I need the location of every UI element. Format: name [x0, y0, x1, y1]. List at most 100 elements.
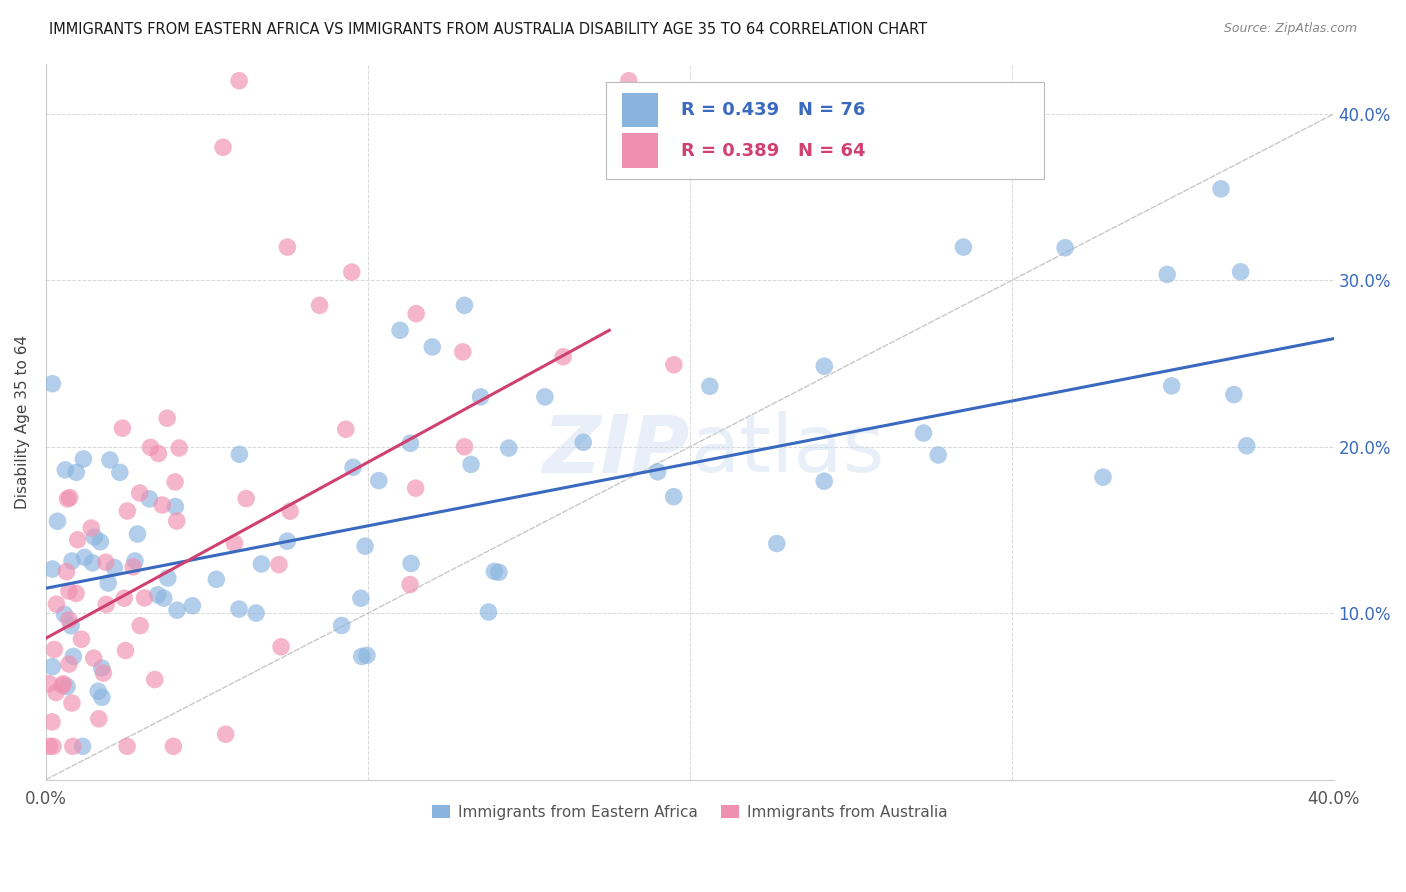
Point — [96, 598, 118, 612]
Point — [122, 560, 145, 574]
Point — [1156, 268, 1178, 282]
Point — [235, 491, 257, 506]
Point — [350, 591, 373, 606]
Point — [139, 441, 162, 455]
Point — [215, 727, 238, 741]
Point — [60, 554, 83, 568]
Bar — [621, 93, 658, 127]
Point — [87, 712, 110, 726]
Point — [420, 340, 443, 354]
Point — [46, 514, 69, 528]
Point — [94, 555, 117, 569]
Point — [342, 460, 364, 475]
Point — [617, 73, 640, 87]
Point — [58, 657, 80, 671]
Point — [146, 588, 169, 602]
Point — [1160, 379, 1182, 393]
Point — [340, 265, 363, 279]
Point — [250, 557, 273, 571]
Point — [56, 680, 79, 694]
Point — [52, 677, 75, 691]
Point — [82, 556, 104, 570]
Point — [143, 673, 166, 687]
Point — [399, 577, 422, 591]
Point — [662, 358, 685, 372]
Point — [765, 536, 787, 550]
Point — [162, 739, 184, 754]
Point — [278, 504, 301, 518]
Point — [276, 534, 298, 549]
Point — [62, 649, 84, 664]
Point — [83, 530, 105, 544]
Point — [66, 533, 89, 547]
Text: ZIP: ZIP — [543, 411, 690, 490]
Point — [350, 649, 373, 664]
Point — [212, 140, 235, 154]
Point — [70, 632, 93, 647]
Text: R = 0.389   N = 64: R = 0.389 N = 64 — [681, 142, 865, 160]
Point — [83, 651, 105, 665]
Point — [98, 453, 121, 467]
Point — [1209, 182, 1232, 196]
Point — [1092, 470, 1115, 484]
Point — [41, 562, 63, 576]
Point — [38, 676, 60, 690]
Point — [44, 642, 66, 657]
Point — [127, 527, 149, 541]
Point — [166, 603, 188, 617]
Point — [470, 390, 492, 404]
Point — [367, 474, 389, 488]
Point — [93, 666, 115, 681]
Point — [228, 73, 250, 87]
Point — [114, 643, 136, 657]
Point — [167, 441, 190, 455]
Text: atlas: atlas — [690, 411, 884, 490]
Point — [129, 618, 152, 632]
Point — [165, 475, 187, 489]
Point — [117, 504, 139, 518]
Point — [270, 640, 292, 654]
Point — [228, 447, 250, 461]
Point — [103, 560, 125, 574]
Point — [647, 465, 669, 479]
Legend: Immigrants from Eastern Africa, Immigrants from Australia: Immigrants from Eastern Africa, Immigran… — [426, 798, 953, 826]
Point — [62, 739, 84, 754]
Point — [453, 298, 475, 312]
Point — [112, 591, 135, 606]
Point — [90, 661, 112, 675]
Point — [330, 618, 353, 632]
Point — [1054, 241, 1077, 255]
Point — [56, 491, 79, 506]
Point — [111, 421, 134, 435]
Point — [89, 534, 111, 549]
Point — [51, 678, 73, 692]
Point — [91, 690, 114, 705]
FancyBboxPatch shape — [606, 82, 1043, 178]
Text: IMMIGRANTS FROM EASTERN AFRICA VS IMMIGRANTS FROM AUSTRALIA DISABILITY AGE 35 TO: IMMIGRANTS FROM EASTERN AFRICA VS IMMIGR… — [49, 22, 928, 37]
Point — [399, 557, 422, 571]
Point — [128, 486, 150, 500]
Point — [53, 463, 76, 477]
Point — [45, 685, 67, 699]
Point — [276, 240, 298, 254]
Point — [150, 498, 173, 512]
Point — [138, 491, 160, 506]
Point — [399, 436, 422, 450]
Point — [72, 739, 94, 754]
Point — [912, 425, 935, 440]
Point — [60, 619, 83, 633]
Point — [477, 605, 499, 619]
Point — [205, 572, 228, 586]
Point — [156, 571, 179, 585]
Point — [53, 607, 76, 622]
Point — [498, 441, 520, 455]
Point — [813, 359, 835, 374]
Point — [41, 376, 63, 391]
Point — [572, 435, 595, 450]
Point — [134, 591, 156, 605]
Point — [952, 240, 974, 254]
Point — [405, 307, 427, 321]
Y-axis label: Disability Age 35 to 64: Disability Age 35 to 64 — [15, 334, 30, 509]
Point — [42, 739, 65, 754]
Point — [59, 491, 82, 505]
